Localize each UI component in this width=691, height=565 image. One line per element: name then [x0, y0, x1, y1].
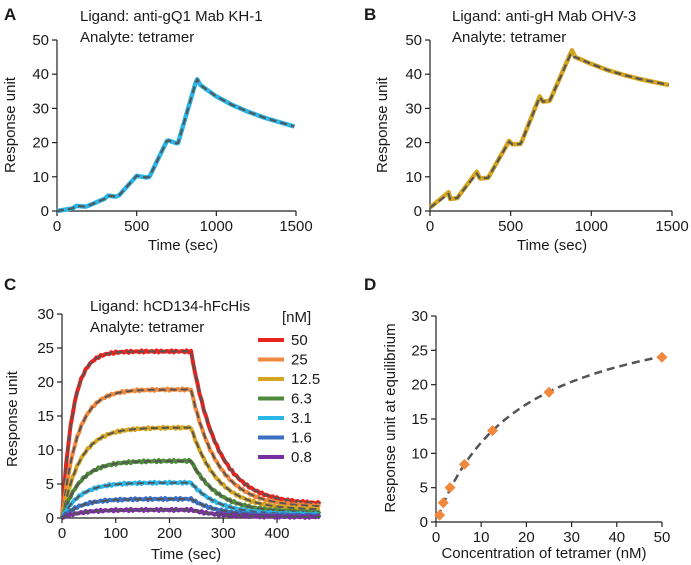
panel-a-annotation-analyte: Analyte: tetramer	[80, 29, 194, 46]
panel-c-y-axis-label: Response unit	[4, 370, 21, 467]
panel-a-x-axis-label: Time (sec)	[148, 237, 218, 254]
panel-d-data-point	[458, 458, 470, 470]
panel-d-y-axis-label: Response unit at equilibrium	[382, 323, 399, 512]
panel-a-y-tick-label: 10	[32, 169, 49, 186]
panel-c-y-tick-label: 5	[46, 476, 54, 493]
panel-label-d: D	[364, 275, 376, 294]
panel-b-x-tick-label: 1000	[575, 218, 608, 235]
panel-c-series-25nm	[60, 386, 322, 518]
panel-b-x-tick-label: 1500	[655, 218, 688, 235]
panel-d-x-tick-label: 30	[563, 529, 580, 546]
chart-panel-a: Ligand: anti-gQ1 Mab KH-1 Analyte: tetra…	[2, 8, 313, 254]
panel-a-y-tick-label: 40	[32, 66, 49, 83]
panel-b-annotation-analyte: Analyte: tetramer	[452, 29, 566, 46]
panel-b-y-tick-label: 10	[405, 169, 422, 186]
panel-d-data-point	[656, 351, 668, 363]
panel-c-y-tick-label: 10	[37, 442, 54, 459]
panel-c-y-tick-label: 15	[37, 408, 54, 425]
panel-d-y-tick-label: 5	[420, 480, 428, 497]
panel-a-x-tick-label: 1000	[200, 218, 233, 235]
panel-a-x-tick-label: 0	[53, 218, 61, 235]
panel-label-b: B	[364, 5, 376, 24]
panel-a-y-tick-label: 50	[32, 32, 49, 49]
legend-title: [nM]	[282, 309, 311, 326]
legend-label: 6.3	[291, 391, 312, 408]
panel-label-c: C	[4, 275, 16, 294]
panel-a-x-tick-label: 1500	[279, 218, 312, 235]
panel-c-annotation-ligand: Ligand: hCD134-hFcHis	[90, 298, 250, 315]
chart-panel-c: Ligand: hCD134-hFcHis Analyte: tetramer …	[4, 298, 322, 563]
panel-c-x-axis-label: Time (sec)	[151, 546, 221, 563]
panel-a-series-fit	[56, 78, 295, 213]
panel-d-data-point	[543, 386, 555, 398]
panel-b-y-tick-label: 40	[405, 66, 422, 83]
panel-c-annotation-analyte: Analyte: tetramer	[90, 319, 204, 336]
panel-d-x-axis-label: Concentration of tetramer (nM)	[441, 545, 646, 562]
legend-label: 12.5	[291, 371, 320, 388]
panel-d-y-tick-label: 10	[411, 445, 428, 462]
panel-b-y-tick-label: 0	[414, 203, 422, 220]
legend-label: 1.6	[291, 430, 312, 447]
panel-d-x-tick-label: 10	[473, 529, 490, 546]
panel-b-series-fit	[429, 53, 670, 209]
legend-label: 25	[291, 352, 308, 369]
panel-a-y-axis-label: Response unit	[2, 76, 19, 173]
panel-d-y-tick-label: 0	[420, 514, 428, 531]
panel-a-x-tick-label: 500	[124, 218, 149, 235]
panel-b-x-tick-label: 500	[498, 218, 523, 235]
panel-c-x-tick-label: 400	[264, 525, 289, 542]
panel-d-data-point	[444, 482, 456, 494]
panel-b-series-measured	[428, 48, 670, 210]
panel-a-y-tick-label: 0	[41, 203, 49, 220]
panel-b-y-tick-label: 30	[405, 100, 422, 117]
panel-b-y-tick-label: 20	[405, 135, 422, 152]
panel-d-y-tick-label: 25	[411, 342, 428, 359]
panel-c-y-tick-label: 20	[37, 374, 54, 391]
panel-d-y-tick-label: 30	[411, 308, 428, 325]
panel-d-data-point	[487, 425, 498, 437]
panel-a-y-tick-label: 30	[32, 100, 49, 117]
panel-d-x-tick-label: 40	[608, 529, 625, 546]
legend-label: 50	[291, 332, 308, 349]
panel-a-y-tick-label: 20	[32, 135, 49, 152]
panel-c-x-tick-label: 100	[103, 525, 128, 542]
panel-d-data-point	[437, 497, 449, 509]
panel-d-x-tick-label: 20	[518, 529, 535, 546]
panel-d-fit-curve	[436, 355, 662, 518]
panel-d-data-point	[434, 509, 446, 521]
legend-label: 3.1	[291, 410, 312, 427]
panel-b-x-tick-label: 0	[426, 218, 434, 235]
panel-c-x-tick-label: 200	[157, 525, 182, 542]
panel-c-fit-50nm	[61, 350, 321, 519]
panel-c-x-tick-label: 300	[211, 525, 236, 542]
panel-b-y-tick-label: 50	[405, 32, 422, 49]
legend-label: 0.8	[291, 449, 312, 466]
panel-c-fit-12-5nm	[61, 426, 321, 519]
panel-b-y-axis-label: Response unit	[374, 76, 391, 173]
panel-label-a: A	[4, 5, 16, 24]
panel-b-annotation-ligand: Ligand: anti-gH Mab OHV-3	[452, 8, 636, 25]
panel-b-x-axis-label: Time (sec)	[517, 237, 587, 254]
panel-c-x-tick-label: 0	[58, 525, 66, 542]
panel-c-fit-6-3nm	[61, 459, 320, 519]
panel-d-x-tick-label: 50	[654, 529, 671, 546]
panel-c-series-50nm	[60, 348, 322, 519]
panel-c-y-tick-label: 0	[46, 510, 54, 527]
panel-c-y-tick-label: 25	[37, 340, 54, 357]
panel-c-y-tick-label: 30	[37, 306, 54, 323]
panel-c-fit-25nm	[61, 388, 321, 519]
chart-panel-d: 0 5 10 15 20 25 30 0 10 20 30 40 50 Concentration of…	[382, 308, 670, 562]
panel-c-series-0-8nm	[61, 506, 322, 520]
chart-panel-b: Ligand: anti-gH Mab OHV-3 Analyte: tetra…	[374, 8, 689, 254]
panel-a-annotation-ligand: Ligand: anti-gQ1 Mab KH-1	[80, 8, 263, 25]
panel-a-series-measured	[56, 77, 296, 214]
panel-d-y-tick-label: 15	[411, 411, 428, 428]
panel-d-y-tick-label: 20	[411, 377, 428, 394]
panel-d-x-tick-label: 0	[432, 529, 440, 546]
